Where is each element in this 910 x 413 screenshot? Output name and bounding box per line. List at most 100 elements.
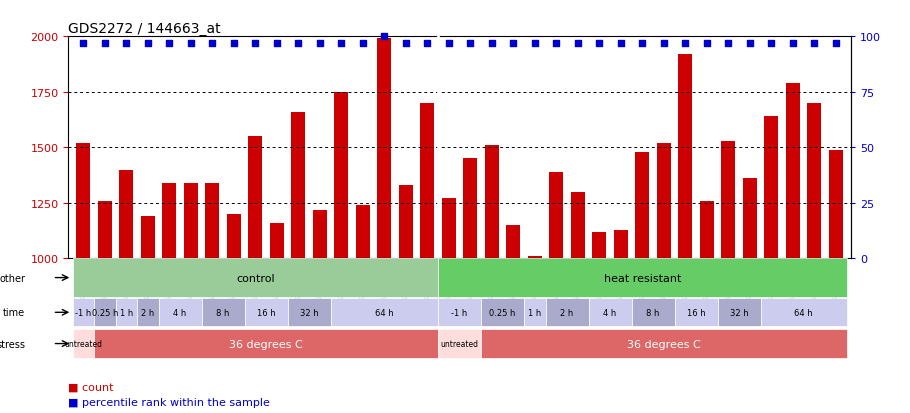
Text: time: time <box>3 308 25 318</box>
Point <box>420 40 435 47</box>
Text: untreated: untreated <box>440 339 479 348</box>
Text: stress: stress <box>0 339 25 349</box>
Point <box>312 40 327 47</box>
Bar <box>420 104 434 413</box>
Bar <box>438 330 481 358</box>
Bar <box>137 299 158 327</box>
Bar <box>291 113 305 413</box>
Text: other: other <box>0 273 25 283</box>
Bar <box>206 183 219 413</box>
Bar <box>288 299 330 327</box>
Bar <box>678 55 693 413</box>
Text: 4 h: 4 h <box>603 308 617 317</box>
Point <box>119 40 134 47</box>
Text: GDS2272 / 144663_at: GDS2272 / 144663_at <box>68 22 221 36</box>
Bar <box>73 299 94 327</box>
Bar <box>73 330 94 358</box>
Bar <box>356 206 369 413</box>
Bar <box>700 201 713 413</box>
Point <box>721 40 735 47</box>
Bar <box>589 299 632 327</box>
Bar <box>313 210 327 413</box>
Text: 36 degrees C: 36 degrees C <box>229 339 303 349</box>
Bar <box>97 201 112 413</box>
Text: 1 h: 1 h <box>528 308 541 317</box>
Bar <box>571 192 585 413</box>
Text: ■ count: ■ count <box>68 382 114 392</box>
Text: -1 h: -1 h <box>451 308 468 317</box>
Point <box>205 40 219 47</box>
Bar <box>442 199 456 413</box>
Bar <box>158 299 201 327</box>
Text: 0.25 h: 0.25 h <box>490 308 516 317</box>
Point <box>269 40 284 47</box>
Point <box>613 40 628 47</box>
Bar <box>635 152 650 413</box>
Text: heat resistant: heat resistant <box>603 273 681 283</box>
Bar <box>201 299 245 327</box>
Bar <box>481 299 524 327</box>
Text: 2 h: 2 h <box>141 308 155 317</box>
Bar <box>94 330 438 358</box>
Bar <box>807 104 822 413</box>
Bar <box>378 39 391 413</box>
Text: 0.25 h: 0.25 h <box>92 308 118 317</box>
Text: 32 h: 32 h <box>299 308 318 317</box>
Point <box>678 40 693 47</box>
Point <box>785 40 800 47</box>
Point <box>227 40 241 47</box>
Point <box>549 40 563 47</box>
Bar <box>614 230 628 413</box>
Bar <box>227 214 241 413</box>
Point <box>700 40 714 47</box>
Bar <box>248 137 262 413</box>
Bar <box>674 299 718 327</box>
Bar <box>786 84 800 413</box>
Bar <box>722 141 735 413</box>
Bar <box>657 144 671 413</box>
Text: 64 h: 64 h <box>375 308 394 317</box>
Bar <box>506 225 521 413</box>
Bar <box>485 146 499 413</box>
Bar <box>718 299 761 327</box>
Point <box>377 34 391 40</box>
Text: -1 h: -1 h <box>76 308 91 317</box>
Bar <box>245 299 288 327</box>
Text: 64 h: 64 h <box>794 308 813 317</box>
Point <box>528 40 542 47</box>
Point <box>828 40 843 47</box>
Point <box>291 40 306 47</box>
Bar <box>743 179 757 413</box>
Point <box>656 40 671 47</box>
Point <box>635 40 650 47</box>
Bar <box>481 330 846 358</box>
Bar <box>528 256 541 413</box>
Point <box>399 40 413 47</box>
Text: 16 h: 16 h <box>687 308 705 317</box>
Text: ■ percentile rank within the sample: ■ percentile rank within the sample <box>68 397 270 407</box>
Bar <box>116 299 137 327</box>
Point <box>76 40 91 47</box>
Point <box>356 40 370 47</box>
Bar <box>764 117 778 413</box>
Point <box>743 40 757 47</box>
Bar <box>761 299 846 327</box>
Bar <box>119 170 133 413</box>
Text: 4 h: 4 h <box>174 308 187 317</box>
Point <box>463 40 478 47</box>
Point <box>97 40 112 47</box>
Text: 16 h: 16 h <box>257 308 276 317</box>
Text: untreated: untreated <box>65 339 102 348</box>
Point <box>764 40 779 47</box>
Bar <box>334 93 349 413</box>
Text: 36 degrees C: 36 degrees C <box>627 339 701 349</box>
Point <box>441 40 456 47</box>
Bar <box>94 299 116 327</box>
Bar <box>73 259 438 297</box>
Point <box>484 40 499 47</box>
Text: 32 h: 32 h <box>730 308 748 317</box>
Point <box>506 40 521 47</box>
Bar <box>829 150 843 413</box>
Bar <box>162 183 177 413</box>
Bar <box>550 172 563 413</box>
